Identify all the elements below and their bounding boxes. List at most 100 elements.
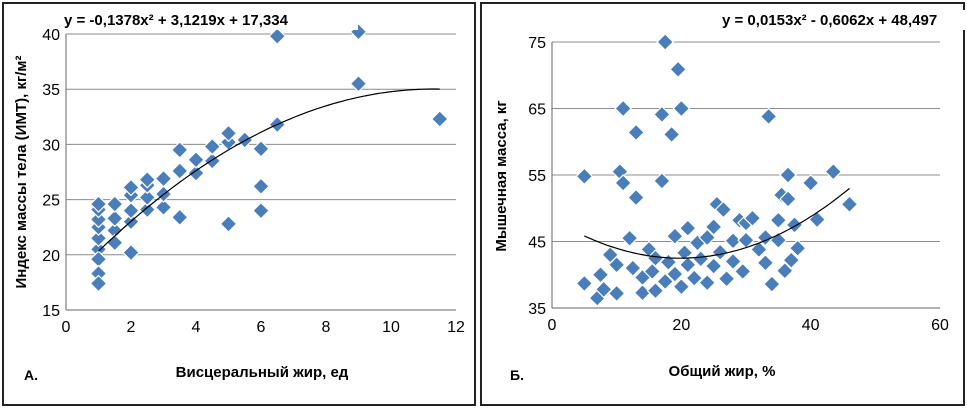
data-point — [743, 209, 762, 228]
data-point — [89, 274, 108, 293]
data-point — [623, 259, 642, 277]
y-tick-label: 40 — [42, 27, 60, 44]
data-point — [672, 99, 691, 118]
data-point — [154, 169, 173, 188]
y-tick-label: 65 — [528, 102, 546, 119]
data-point — [704, 257, 723, 275]
data-point — [724, 252, 742, 271]
data-point — [430, 110, 449, 128]
x-tick-label: 0 — [62, 319, 71, 336]
data-point — [591, 265, 610, 284]
data-point — [775, 261, 794, 280]
data-point — [653, 172, 671, 190]
data-point — [575, 274, 594, 293]
x-tick-label: 0 — [548, 317, 557, 334]
data-point — [779, 190, 797, 208]
chart-a-svg: 0 2 4 6 8 10 12 15 20 25 30 35 40y = -0,1378x² + 3,1… — [13, 10, 465, 383]
data-point — [824, 162, 843, 181]
data-point — [698, 228, 717, 247]
data-point — [724, 231, 742, 250]
chart-panel-b: 0 20 40 60 35 45 55 65 75 y = 0,0153x² - 0,6062x … — [480, 2, 967, 406]
x-tick-label: 20 — [672, 317, 690, 334]
x-tick-label: 4 — [192, 319, 201, 336]
data-point — [607, 284, 626, 303]
data-point — [666, 227, 684, 246]
x-tick-label: 10 — [382, 319, 400, 336]
data-point — [808, 210, 826, 229]
x-tick-label: 8 — [322, 319, 331, 336]
y-tick-label: 25 — [42, 193, 60, 210]
y-axis-title: Мышечная масса, кг — [493, 100, 510, 251]
data-point — [704, 218, 723, 236]
data-point — [138, 200, 157, 219]
data-point — [643, 262, 662, 281]
data-point — [666, 265, 684, 283]
data-point — [769, 211, 788, 230]
data-point — [575, 167, 594, 186]
data-point — [840, 195, 859, 214]
y-tick-label: 30 — [42, 137, 60, 154]
data-point — [89, 210, 108, 229]
data-point — [646, 281, 665, 300]
data-point — [750, 240, 768, 259]
data-point — [756, 253, 775, 272]
data-point — [672, 277, 691, 296]
data-point — [170, 208, 189, 227]
data-point — [268, 27, 287, 46]
data-point — [105, 233, 124, 252]
data-point — [154, 198, 173, 217]
data-point — [219, 124, 238, 143]
data-point — [252, 139, 270, 158]
trend-line — [98, 88, 440, 252]
data-point — [633, 283, 652, 302]
data-point — [627, 188, 645, 207]
data-point — [763, 275, 781, 293]
panel-label: А. — [24, 367, 38, 383]
data-point — [203, 137, 222, 156]
x-tick-label: 2 — [127, 319, 136, 336]
data-point — [669, 60, 687, 79]
data-point — [187, 151, 205, 169]
data-point — [349, 74, 368, 93]
data-point — [656, 272, 675, 291]
data-point — [678, 255, 697, 274]
data-point — [685, 269, 704, 287]
data-point — [801, 174, 820, 192]
data-point — [170, 141, 189, 159]
x-tick-label: 60 — [931, 317, 949, 334]
y-tick-label: 15 — [42, 303, 60, 320]
data-point — [653, 105, 671, 124]
data-point — [235, 131, 254, 149]
trendline-equation: y = -0,1378x² + 3,1219x + 17,334 — [64, 12, 289, 29]
data-point — [594, 280, 613, 299]
data-point — [122, 243, 140, 262]
data-point — [788, 239, 807, 257]
chart-b-svg: 0 20 40 60 35 45 55 65 75 y = 0,0153x² - 0,6062x … — [493, 10, 967, 383]
data-point — [717, 269, 736, 288]
trendline-equation: y = 0,0153x² - 0,6062x + 48,497 — [722, 12, 937, 29]
chart-panel-a: 0 2 4 6 8 10 12 15 20 25 30 35 40 y = -0,1378x² + 3,1… — [2, 2, 476, 406]
data-point — [252, 201, 270, 220]
x-axis-title: Общий жир, % — [669, 363, 776, 380]
equation-background — [716, 10, 967, 30]
data-point — [614, 174, 632, 192]
data-point — [122, 201, 140, 220]
x-tick-label: 6 — [257, 319, 266, 336]
data-point — [170, 162, 189, 180]
data-point — [627, 123, 645, 142]
panel-label: Б. — [510, 367, 524, 383]
x-tick-label: 12 — [447, 319, 465, 336]
data-point — [187, 164, 205, 182]
y-axis-title: Индекс массы тела (ИМТ), кг/м² — [13, 56, 30, 289]
data-point — [759, 107, 778, 126]
y-tick-label: 35 — [528, 301, 546, 318]
y-tick-label: 20 — [42, 248, 60, 265]
data-point — [105, 209, 124, 228]
data-point — [607, 255, 626, 274]
data-point — [620, 229, 639, 248]
data-point — [782, 251, 801, 269]
data-point — [698, 273, 717, 292]
y-tick-label: 45 — [528, 235, 546, 252]
y-tick-label: 55 — [528, 168, 546, 185]
x-tick-label: 40 — [802, 317, 820, 334]
